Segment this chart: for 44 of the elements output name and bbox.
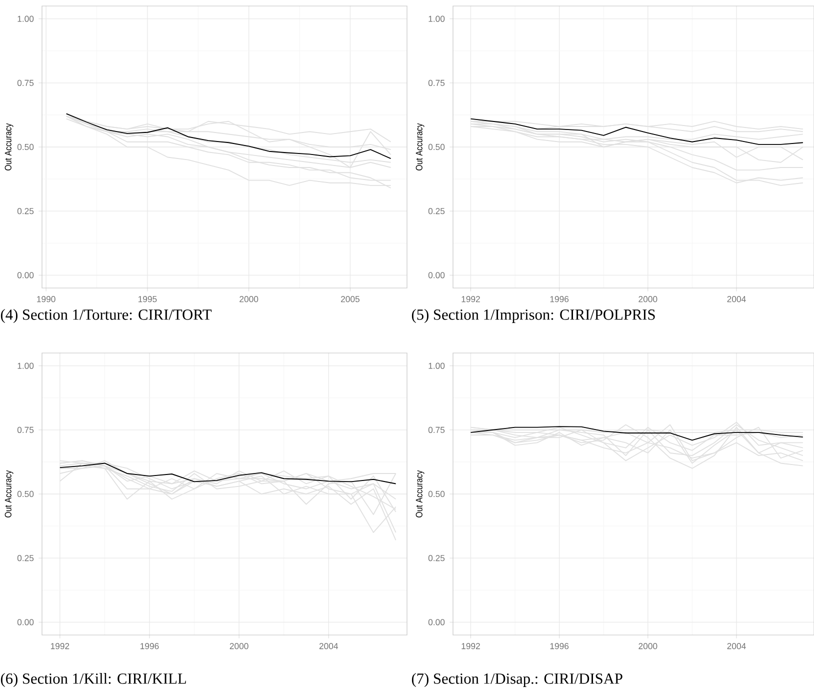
- y-tick-label: 1.00: [428, 362, 445, 369]
- x-tick-label: 2000: [240, 296, 258, 302]
- y-tick-label: 1.00: [18, 16, 34, 22]
- x-tick-label: 2000: [230, 643, 248, 650]
- y-tick-label: 0.75: [17, 80, 34, 86]
- y-tick-label: 0.25: [17, 208, 34, 214]
- y-tick-label: 0.75: [428, 426, 445, 433]
- y-axis-title: Out Accuracy: [4, 470, 14, 518]
- y-axis-title: Out Accuracy: [416, 123, 424, 170]
- y-tick-label: 0.25: [428, 208, 445, 214]
- x-tick-label: 2005: [341, 296, 360, 302]
- x-tick-label: 1996: [140, 643, 159, 650]
- x-tick-label: 2004: [727, 643, 746, 650]
- x-tick-label: 1996: [550, 643, 569, 650]
- x-tick-label: 1992: [462, 296, 480, 302]
- x-tick-label: 1990: [37, 296, 56, 302]
- y-tick-label: 0.50: [428, 490, 445, 498]
- x-tick-label: 1995: [138, 296, 157, 302]
- y-tick-label: 0.25: [17, 555, 34, 562]
- y-tick-label: 0.25: [428, 555, 445, 562]
- y-tick-label: 0.50: [17, 490, 34, 498]
- y-tick-label: 1.00: [428, 16, 445, 22]
- y-axis-title: Out Accuracy: [416, 470, 424, 518]
- y-tick-label: 0.75: [428, 80, 445, 86]
- y-tick-label: 1.00: [18, 362, 34, 369]
- y-tick-label: 0.00: [17, 619, 34, 626]
- y-tick-label: 0.50: [17, 144, 34, 150]
- y-axis-title: Out Accuracy: [4, 123, 14, 170]
- y-tick-label: 0.50: [428, 144, 445, 150]
- x-tick-label: 2000: [638, 296, 658, 302]
- x-tick-label: 2000: [638, 643, 658, 650]
- x-tick-label: 2004: [319, 643, 338, 650]
- text: (7) Section 1/Disap.: CIRI/DISAP: [412, 673, 622, 687]
- x-tick-label: 1992: [50, 643, 70, 650]
- text: (4) Section 1/Torture: CIRI/TORT: [0, 309, 212, 323]
- y-tick-label: 0.00: [428, 272, 445, 278]
- y-tick-label: 0.00: [428, 619, 445, 626]
- text: (6) Section 1/Kill: CIRI/KILL: [0, 673, 186, 687]
- x-tick-label: 1992: [462, 643, 480, 650]
- y-tick-label: 0.75: [17, 426, 34, 433]
- x-tick-label: 2004: [727, 296, 746, 302]
- y-tick-label: 0.00: [17, 272, 34, 278]
- text: (5) Section 1/Imprison: CIRI/POLPRIS: [412, 309, 655, 323]
- x-tick-label: 1996: [550, 296, 569, 302]
